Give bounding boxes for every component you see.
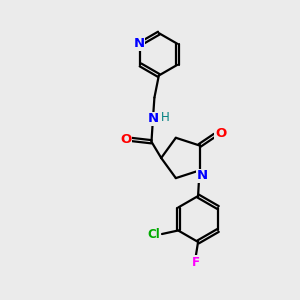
Text: N: N xyxy=(147,112,158,125)
Text: F: F xyxy=(192,256,200,269)
Text: N: N xyxy=(134,37,145,50)
Text: H: H xyxy=(161,111,170,124)
Text: O: O xyxy=(215,127,226,140)
Text: Cl: Cl xyxy=(147,227,160,241)
Text: N: N xyxy=(196,169,208,182)
Text: O: O xyxy=(120,133,131,146)
